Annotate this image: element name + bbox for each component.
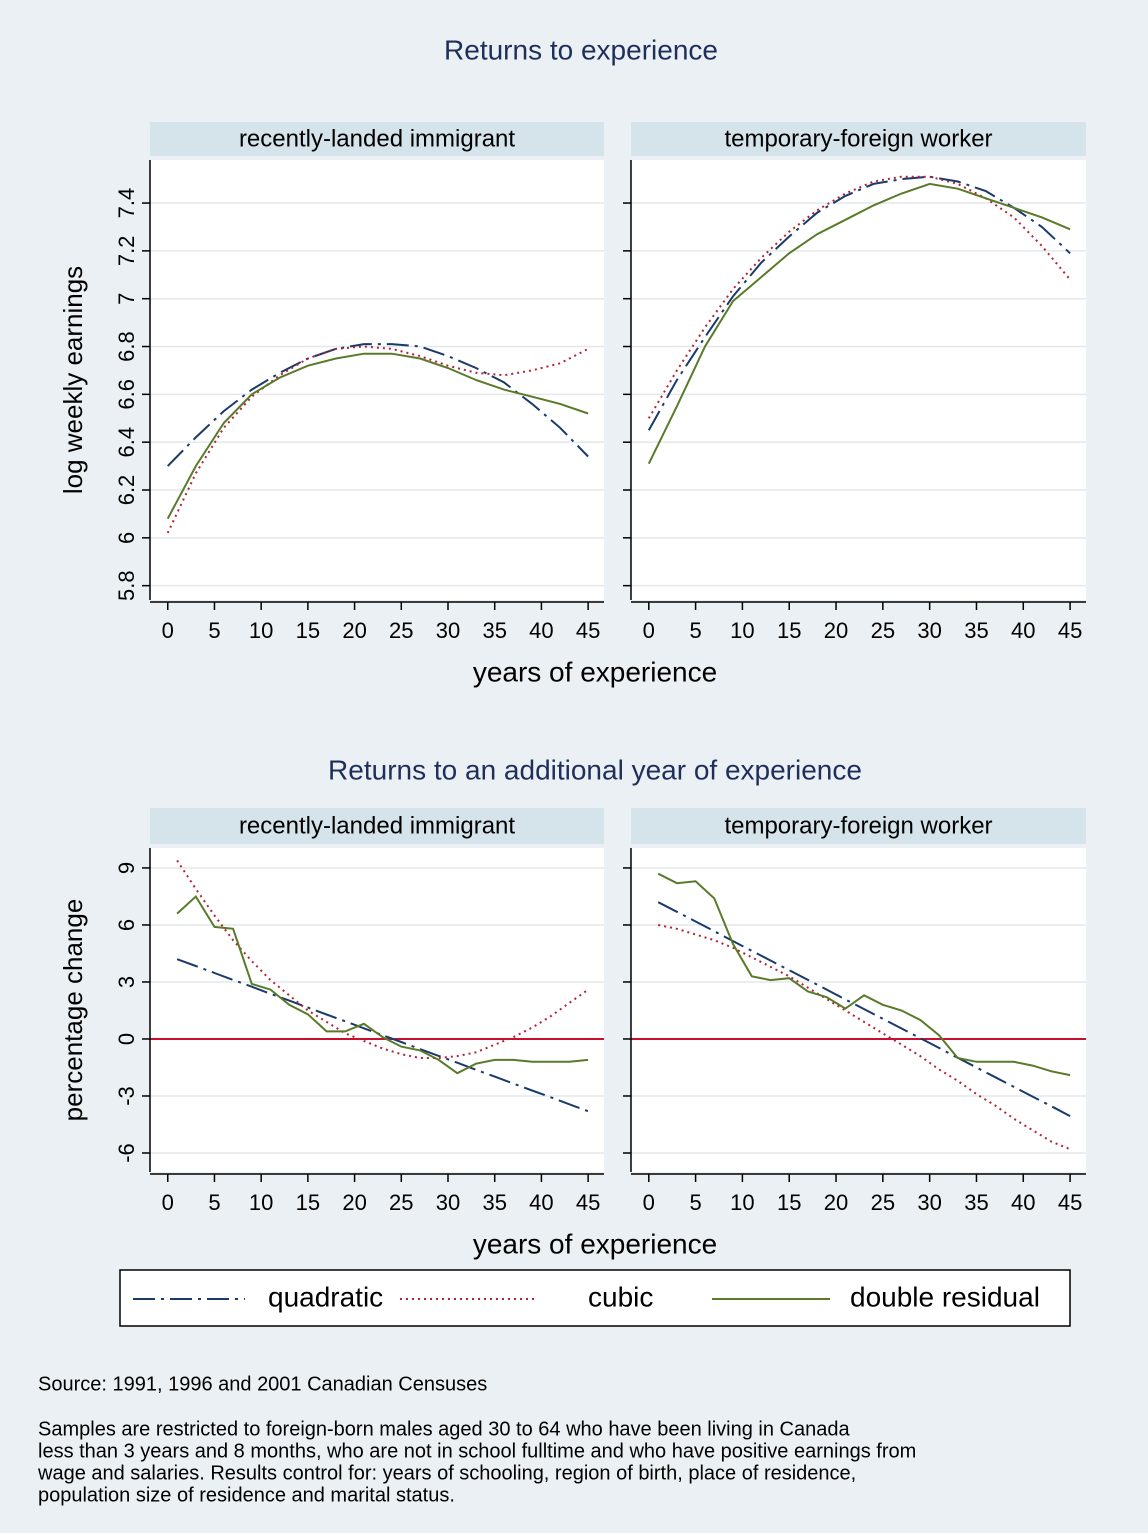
y-tick-label: -6 [114,1143,139,1163]
x-tick-label: 5 [689,1190,701,1215]
section-title: Returns to an additional year of experie… [328,754,862,785]
series-line [166,352,589,520]
series-line [657,901,1071,1117]
series-line [647,182,1071,465]
panel-title: recently-landed immigrant [239,125,515,152]
y-tick-label: 3 [114,976,139,988]
x-tick-label: 5 [208,1190,220,1215]
x-tick-label: 35 [964,1190,988,1215]
series-line [176,859,589,1059]
y-tick-label: -3 [114,1086,139,1106]
x-tick-label: 40 [1011,1190,1035,1215]
y-tick-label: 7 [114,293,139,305]
section-title: Returns to experience [444,34,718,65]
panel-header [631,808,1086,844]
x-tick-label: 0 [162,618,174,643]
x-tick-label: 35 [482,1190,506,1215]
series-line [658,924,1071,1151]
plot-area [150,848,604,1172]
series-line [647,175,1071,419]
x-tick-label: 45 [576,1190,600,1215]
panel-header [150,808,604,844]
panel-header [631,122,1086,156]
y-tick-label: 0 [114,1033,139,1045]
legend-label: quadratic [268,1281,383,1312]
y-tick-label: 6.4 [114,427,139,458]
x-tick-label: 5 [208,618,220,643]
series-line [657,872,1071,1077]
x-tick-label: 15 [777,618,801,643]
plot-area [150,160,604,600]
x-tick-label: 40 [1011,618,1035,643]
note-line: less than 3 years and 8 months, who are … [38,1440,916,1462]
x-tick-label: 0 [162,1190,174,1215]
x-tick-label: 25 [389,618,413,643]
legend-box [119,1269,1071,1327]
x-tick-label: 5 [689,618,701,643]
x-axis-title: years of experience [473,656,717,687]
x-tick-label: 45 [1058,1190,1082,1215]
x-tick-label: 20 [342,1190,366,1215]
x-tick-label: 40 [529,618,553,643]
x-tick-label: 25 [871,618,895,643]
y-axis-title: percentage change [58,899,88,1122]
note-line: population size of residence and marital… [38,1484,455,1506]
x-tick-label: 10 [730,1190,754,1215]
x-tick-label: 40 [529,1190,553,1215]
series-line [166,345,589,534]
y-tick-label: 6.2 [114,475,139,506]
x-tick-label: 30 [436,1190,460,1215]
panel-title: recently-landed immigrant [239,812,515,839]
x-tick-label: 10 [249,618,273,643]
x-tick-label: 20 [342,618,366,643]
x-tick-label: 15 [296,1190,320,1215]
y-tick-label: 7.2 [114,236,139,267]
x-tick-label: 10 [730,618,754,643]
x-tick-label: 30 [917,1190,941,1215]
y-tick-label: 6.8 [114,331,139,362]
x-tick-label: 25 [389,1190,413,1215]
x-tick-label: 20 [824,1190,848,1215]
legend-label: cubic [588,1281,653,1312]
series-line [166,343,589,467]
source-note: Source: 1991, 1996 and 2001 Canadian Cen… [38,1373,487,1395]
x-tick-label: 0 [643,1190,655,1215]
panel-header [150,122,604,156]
y-tick-label: 6 [114,532,139,544]
y-tick-label: 9 [114,862,139,874]
plot-area [631,160,1086,600]
x-tick-label: 35 [482,618,506,643]
x-tick-label: 30 [436,618,460,643]
legend-label: double residual [850,1281,1040,1312]
x-tick-label: 10 [249,1190,273,1215]
panel-title: temporary-foreign worker [724,812,992,839]
y-tick-label: 5.8 [114,570,139,601]
panel-title: temporary-foreign worker [724,125,992,152]
x-tick-label: 25 [871,1190,895,1215]
x-tick-label: 20 [824,618,848,643]
x-tick-label: 0 [643,618,655,643]
series-line [176,894,589,1075]
x-tick-label: 45 [576,618,600,643]
note-line: Samples are restricted to foreign-born m… [38,1418,850,1440]
x-tick-label: 45 [1058,618,1082,643]
y-tick-label: 6 [114,919,139,931]
y-tick-label: 6.6 [114,379,139,410]
x-tick-label: 30 [917,618,941,643]
plot-area [631,848,1086,1172]
note-line: wage and salaries. Results control for: … [37,1462,856,1484]
x-tick-label: 15 [777,1190,801,1215]
x-axis-title: years of experience [473,1228,717,1259]
x-tick-label: 35 [964,618,988,643]
y-axis-title: log weekly earnings [58,266,88,494]
x-tick-label: 15 [296,618,320,643]
y-tick-label: 7.4 [114,188,139,219]
series-line [647,175,1071,431]
